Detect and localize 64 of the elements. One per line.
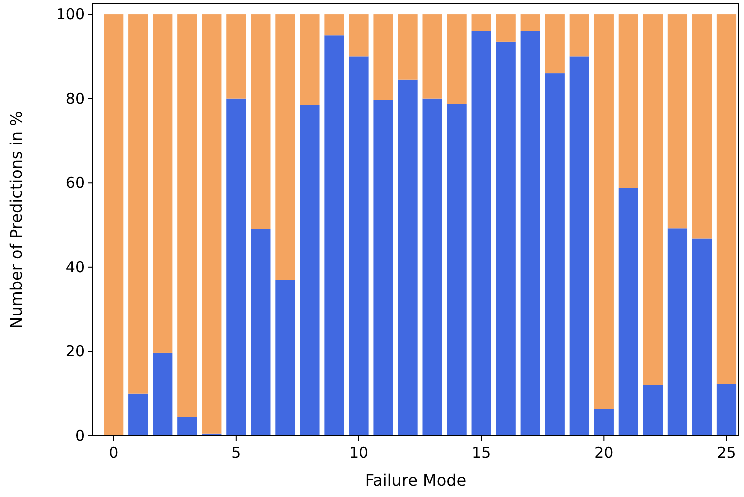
bar xyxy=(545,14,565,74)
bar xyxy=(618,188,638,436)
bar xyxy=(668,228,688,436)
bar xyxy=(324,36,344,436)
y-tick-label: 20 xyxy=(66,342,85,361)
bar xyxy=(472,31,492,436)
bar xyxy=(178,417,198,436)
x-tick-label: 0 xyxy=(109,444,119,462)
bar xyxy=(422,14,442,99)
bar xyxy=(128,394,148,436)
bar xyxy=(300,105,320,436)
x-tick-label: 5 xyxy=(232,444,242,462)
bar xyxy=(496,14,516,42)
bar xyxy=(618,14,638,188)
y-tick-label: 40 xyxy=(66,258,85,276)
x-tick-label: 25 xyxy=(717,444,736,462)
bar xyxy=(447,14,467,104)
bar xyxy=(324,14,344,36)
x-tick-label: 15 xyxy=(472,444,492,462)
bar xyxy=(226,14,246,99)
bar xyxy=(570,14,590,57)
bar xyxy=(398,14,418,80)
y-tick-label: 80 xyxy=(66,90,85,108)
bar xyxy=(374,14,394,100)
bar xyxy=(300,14,320,106)
bar xyxy=(716,384,737,436)
bar xyxy=(692,14,712,239)
bar xyxy=(398,80,418,436)
bar xyxy=(594,409,614,436)
bar xyxy=(251,14,271,230)
bar xyxy=(570,56,590,436)
bar xyxy=(472,14,492,32)
bar xyxy=(349,56,369,436)
y-tick-label: 60 xyxy=(66,174,85,192)
bar xyxy=(716,14,737,384)
bar xyxy=(374,100,394,436)
bar xyxy=(594,14,614,410)
bar xyxy=(545,74,565,436)
bar xyxy=(422,98,442,436)
bar xyxy=(104,14,124,436)
bar xyxy=(128,14,148,394)
bar xyxy=(668,14,688,229)
bar xyxy=(251,229,271,436)
bar xyxy=(178,14,198,418)
bar xyxy=(276,280,296,436)
bar xyxy=(643,385,663,436)
y-axis-title: Number of Predictions in % xyxy=(7,111,26,329)
bar xyxy=(202,14,222,434)
bar xyxy=(520,31,540,436)
x-tick-label: 10 xyxy=(349,444,369,462)
bar xyxy=(496,42,516,436)
x-tick-label: 20 xyxy=(594,444,614,462)
bar xyxy=(153,14,173,353)
bar xyxy=(520,14,540,32)
bar xyxy=(447,104,467,436)
y-tick-label: 0 xyxy=(75,427,85,445)
bar xyxy=(226,98,246,436)
bar xyxy=(153,352,173,436)
bar xyxy=(276,14,296,280)
bar xyxy=(692,238,712,436)
y-tick-label: 100 xyxy=(56,6,85,24)
bar xyxy=(643,14,663,386)
x-axis-title: Failure Mode xyxy=(365,471,467,490)
bar xyxy=(349,14,369,57)
